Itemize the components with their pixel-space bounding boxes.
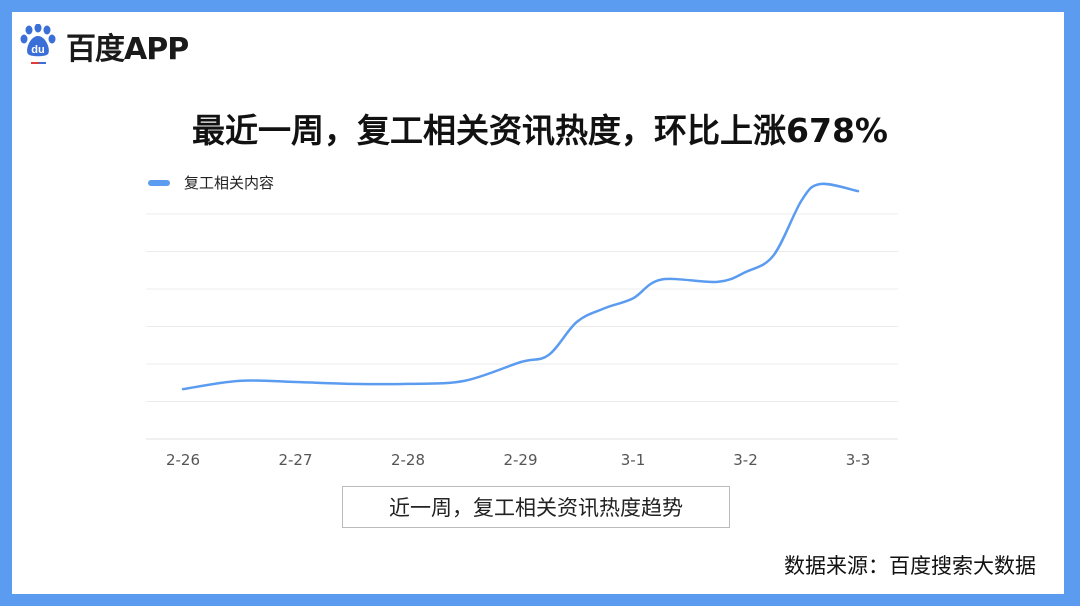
baidu-paw-icon: du — [20, 24, 56, 64]
legend-label: 复工相关内容 — [184, 174, 275, 192]
x-tick-label: 2-26 — [166, 451, 200, 469]
page-title: 最近一周，复工相关资讯热度，环比上涨678% — [192, 111, 888, 150]
svg-text:du: du — [31, 44, 44, 56]
chart-legend: 复工相关内容 — [148, 172, 274, 193]
x-tick-label: 3-2 — [733, 451, 758, 469]
chart-caption: 近一周，复工相关资讯热度趋势 — [342, 486, 730, 528]
x-tick-label: 3-3 — [846, 451, 871, 469]
data-source: 数据来源：百度搜索大数据 — [784, 554, 1036, 578]
x-tick-label: 2-29 — [503, 451, 537, 469]
series-line — [181, 182, 860, 391]
baidu-logo: du 百度APP — [20, 24, 189, 68]
logo-text: 百度APP — [66, 32, 189, 67]
x-tick-label: 2-28 — [391, 451, 425, 469]
slide-frame — [12, 12, 1064, 594]
legend-swatch — [148, 179, 170, 186]
x-tick-label: 2-27 — [278, 451, 312, 469]
x-tick-label: 3-1 — [621, 451, 646, 469]
